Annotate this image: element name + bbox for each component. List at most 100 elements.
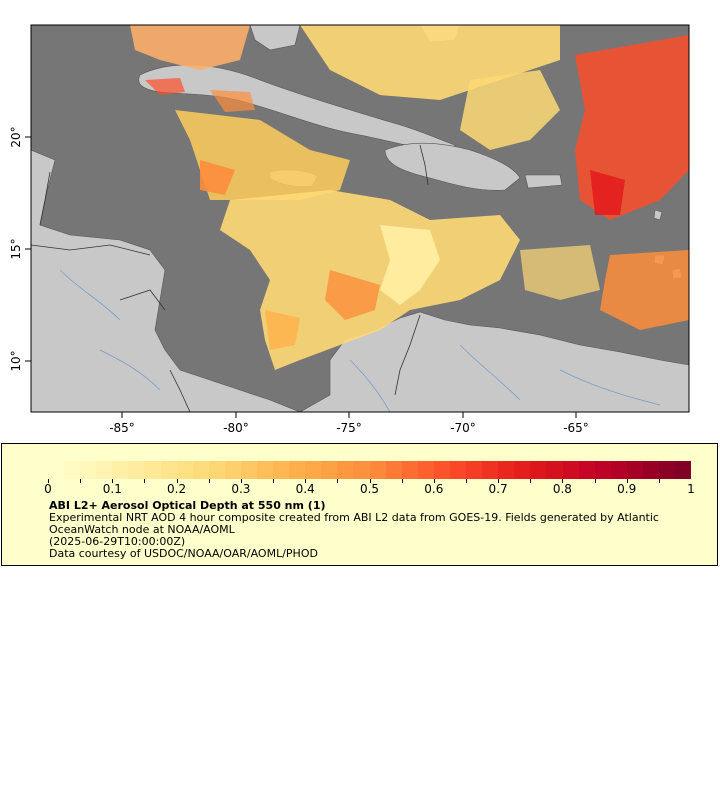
colorbar-tick	[658, 479, 660, 483]
colorbar-label: 0.6	[424, 482, 444, 496]
colorbar-cell	[578, 461, 595, 479]
colorbar-cell	[48, 461, 65, 479]
colorbar-cell	[658, 461, 676, 479]
colorbar-cell	[321, 461, 338, 479]
legend-timestamp: (2025-06-29T10:00:00Z)	[49, 535, 186, 548]
colorbar-tick	[337, 479, 339, 483]
land-south-america	[299, 311, 689, 412]
colorbar-tick	[208, 479, 210, 483]
colorbar-cell	[80, 461, 97, 479]
land-hispaniola	[384, 142, 521, 191]
land-puerto-rico	[524, 174, 563, 189]
lat-label: 20°	[9, 126, 23, 147]
colorbar-cell	[433, 461, 450, 479]
colorbar-tick	[433, 479, 435, 483]
colorbar-ticks	[48, 479, 691, 487]
colorbar-cell	[417, 461, 434, 479]
colorbar-cell	[449, 461, 467, 479]
colorbar-cell	[337, 461, 354, 479]
border-layer	[31, 144, 429, 412]
colorbar-label: 0.4	[295, 482, 315, 496]
colorbar-tick	[48, 479, 49, 483]
colorbar-cell	[610, 461, 627, 479]
colorbar-cell	[160, 461, 177, 479]
colorbar	[48, 461, 692, 479]
colorbar-cell	[289, 461, 306, 479]
colorbar-label: 0.9	[617, 482, 637, 496]
colorbar-cell	[675, 461, 692, 479]
colorbar-cell	[546, 461, 563, 479]
legend-title: ABI L2+ Aerosol Optical Depth at 550 nm …	[49, 499, 326, 512]
lon-label: -65°	[563, 421, 589, 435]
land-florida	[249, 25, 301, 51]
lat-label: 15°	[9, 238, 23, 259]
legend-panel: 0 0.1 0.2 0.3 0.4 0.5 0.6 0.7 0.8 0.9 1 ABI L2+ Ae…	[1, 443, 718, 566]
colorbar-tick	[465, 479, 467, 483]
colorbar-label: 0.2	[167, 482, 187, 496]
colorbar-cell	[273, 461, 290, 479]
lon-label: -75°	[336, 421, 362, 435]
river-layer	[59, 269, 661, 412]
lat-ticks	[25, 136, 31, 362]
colorbar-label: 0.1	[102, 482, 122, 496]
colorbar-cell	[96, 461, 113, 479]
colorbar-cell	[626, 461, 643, 479]
colorbar-label: 0.8	[552, 482, 572, 496]
colorbar-cell	[64, 461, 81, 479]
colorbar-tick	[530, 479, 532, 483]
colorbar-cell	[594, 461, 611, 479]
map-frame: -85° -80° -75° -70° -65° 20° 15° 10°	[0, 0, 720, 440]
colorbar-tick	[112, 479, 114, 483]
aod-layer	[130, 25, 689, 370]
colorbar-tick	[498, 479, 500, 483]
colorbar-cell	[482, 461, 499, 479]
colorbar-cell	[466, 461, 483, 479]
colorbar-tick	[562, 479, 564, 483]
colorbar-tick	[176, 479, 178, 483]
colorbar-cell	[642, 461, 659, 479]
colorbar-cell	[353, 461, 370, 479]
colorbar-cell	[385, 461, 402, 479]
colorbar-label: 0	[44, 482, 52, 496]
colorbar-cell	[176, 461, 193, 479]
lon-ticks	[121, 412, 577, 418]
colorbar-tick	[626, 479, 628, 483]
colorbar-cell	[369, 461, 386, 479]
colorbar-cell	[192, 461, 209, 479]
colorbar-label: 0.7	[488, 482, 508, 496]
lon-label: -80°	[223, 421, 249, 435]
aod-map[interactable]: -85° -80° -75° -70° -65° 20° 15° 10°	[0, 0, 720, 440]
colorbar-cell	[240, 461, 258, 479]
colorbar-cell	[208, 461, 225, 479]
colorbar-tick	[369, 479, 371, 483]
colorbar-label: 0.5	[359, 482, 380, 496]
colorbar-label: 0.3	[231, 482, 251, 496]
colorbar-cell	[305, 461, 322, 479]
lon-label: -85°	[109, 421, 135, 435]
colorbar-cell	[128, 461, 145, 479]
colorbar-cell	[112, 461, 129, 479]
colorbar-cell	[257, 461, 274, 479]
colorbar-cell	[401, 461, 418, 479]
lon-label: -70°	[450, 421, 476, 435]
colorbar-cell	[498, 461, 515, 479]
land-antilles-c	[653, 209, 663, 221]
colorbar-cell	[144, 461, 161, 479]
legend-description: Experimental NRT AOD 4 hour composite cr…	[49, 511, 659, 536]
colorbar-cell	[530, 461, 547, 479]
colorbar-cell	[514, 461, 531, 479]
legend-text: ABI L2+ Aerosol Optical Depth at 550 nm …	[49, 500, 689, 560]
colorbar-tick	[594, 479, 596, 483]
colorbar-cell	[224, 461, 241, 479]
colorbar-cell	[562, 461, 579, 479]
colorbar-tick	[401, 479, 403, 483]
colorbar-tick	[305, 479, 307, 483]
map-border	[30, 24, 690, 413]
lat-label: 10°	[9, 350, 23, 371]
colorbar-tick	[273, 479, 275, 483]
colorbar-tick	[144, 479, 146, 483]
colorbar-tick	[240, 479, 242, 483]
colorbar-label: 1	[687, 482, 695, 496]
legend-credit: Data courtesy of USDOC/NOAA/OAR/AOML/PHO…	[49, 547, 318, 560]
colorbar-tick	[80, 479, 82, 483]
